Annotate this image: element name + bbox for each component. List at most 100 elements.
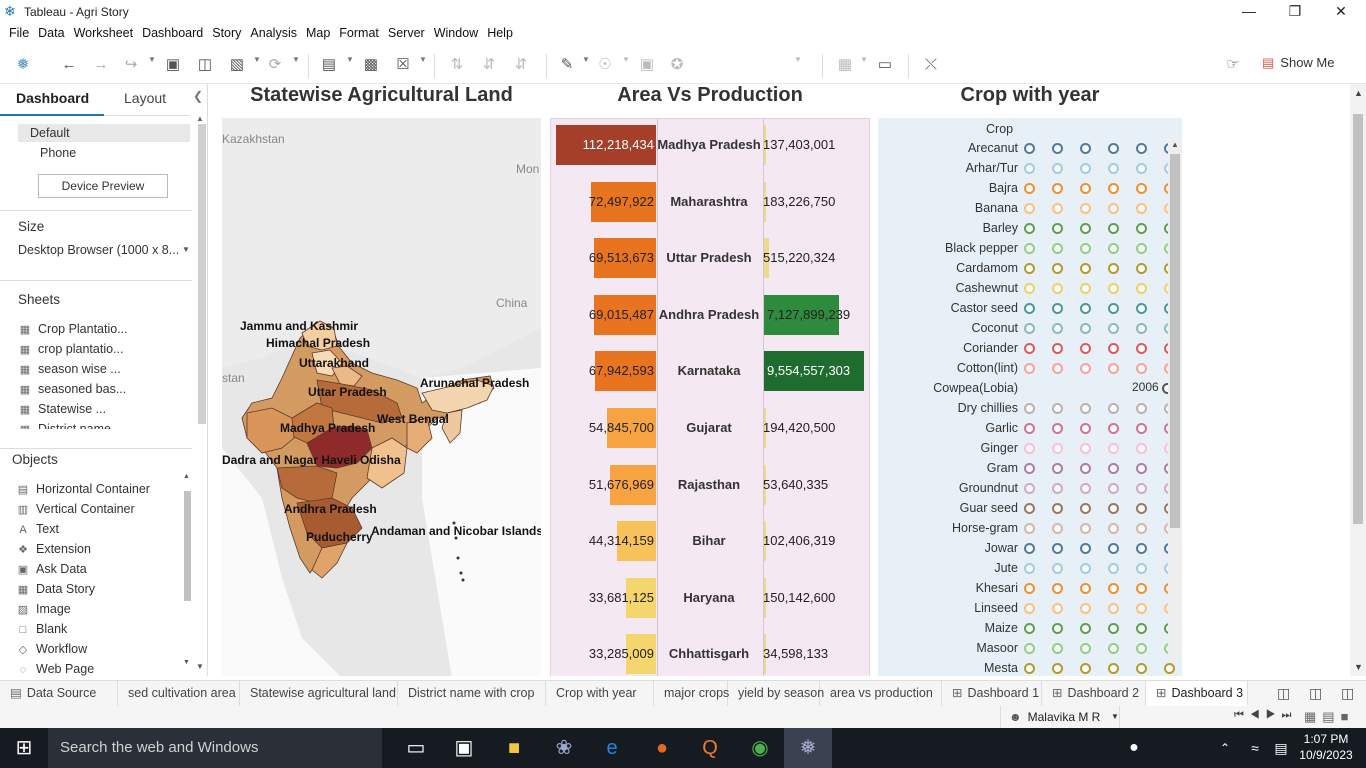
menu-dashboard[interactable]: Dashboard [142, 26, 204, 40]
year-mark[interactable] [1024, 203, 1035, 214]
device-preview-button[interactable]: Device Preview [38, 174, 168, 198]
menu-format[interactable]: Format [339, 26, 379, 40]
qlik-icon[interactable]: Q [702, 737, 718, 759]
year-mark[interactable] [1080, 143, 1091, 154]
new-story-icon[interactable]: ◫ [1341, 685, 1355, 701]
year-mark[interactable] [1108, 463, 1119, 474]
chevron-down-icon[interactable]: ▼ [582, 55, 590, 64]
chevron-down-icon[interactable]: ▼ [253, 55, 261, 64]
object-item[interactable]: ▦ Data Story [16, 579, 182, 599]
production-bar[interactable] [764, 181, 766, 222]
area-vs-production-chart[interactable]: 112,218,434 Madhya Pradesh 137,403,001 72,4… [550, 118, 870, 676]
year-mark[interactable] [1024, 463, 1035, 474]
year-mark[interactable] [1052, 343, 1063, 354]
year-mark[interactable] [1080, 503, 1091, 514]
year-mark[interactable] [1052, 363, 1063, 374]
object-item[interactable]: ◌ Web Page [16, 659, 182, 676]
year-mark[interactable] [1080, 363, 1091, 374]
year-mark[interactable] [1108, 163, 1119, 174]
object-item[interactable]: ❖ Extension [16, 539, 182, 559]
chevron-down-icon[interactable]: ▼ [346, 55, 354, 64]
tableau-home-icon[interactable]: ❅ [16, 56, 30, 73]
chrome-icon[interactable]: ◉ [751, 737, 769, 759]
year-mark[interactable] [1080, 443, 1091, 454]
chevron-down-icon[interactable]: ▼ [1111, 712, 1119, 721]
year-mark[interactable] [1052, 183, 1063, 194]
sort-ascending-icon[interactable]: ⇵ [482, 56, 496, 73]
year-mark[interactable] [1024, 223, 1035, 234]
menu-story[interactable]: Story [212, 26, 242, 40]
year-mark[interactable] [1024, 343, 1035, 354]
year-mark[interactable] [1080, 163, 1091, 174]
year-mark[interactable] [1136, 203, 1147, 214]
production-bar[interactable] [764, 125, 766, 165]
year-mark[interactable] [1136, 583, 1147, 594]
year-mark[interactable] [1108, 283, 1119, 294]
highlight-icon[interactable]: ✎ [560, 56, 574, 73]
new-datasource-icon[interactable]: ◫ [197, 56, 213, 73]
year-mark[interactable] [1080, 263, 1091, 274]
year-mark[interactable] [1024, 643, 1035, 654]
area-bar[interactable] [591, 181, 656, 222]
year-mark[interactable] [1024, 483, 1035, 494]
year-mark[interactable] [1080, 183, 1091, 194]
chevron-down-icon[interactable]: ▼ [419, 55, 427, 64]
year-mark[interactable] [1108, 243, 1119, 254]
sheet-navigation-icons[interactable]: ⏮◀▶⏭ [1234, 709, 1298, 721]
year-mark[interactable] [1108, 523, 1119, 534]
year-mark[interactable] [1108, 503, 1119, 514]
year-mark[interactable] [1108, 643, 1119, 654]
microphone-icon[interactable]: ● [1129, 739, 1139, 756]
area-bar[interactable] [616, 521, 656, 562]
year-mark[interactable] [1080, 423, 1091, 434]
year-mark[interactable] [1024, 563, 1035, 574]
year-mark[interactable] [1024, 423, 1035, 434]
redo-icon[interactable]: → [93, 56, 109, 73]
year-mark[interactable] [1080, 663, 1091, 674]
new-dashboard-icon[interactable]: ◫ [1309, 685, 1323, 701]
year-mark[interactable] [1024, 443, 1035, 454]
year-mark[interactable] [1052, 203, 1063, 214]
year-mark[interactable] [1136, 523, 1147, 534]
share-icon[interactable]: ⤬ [924, 56, 937, 73]
year-mark[interactable] [1024, 503, 1035, 514]
year-mark[interactable] [1136, 443, 1147, 454]
year-mark[interactable] [1136, 543, 1147, 554]
file-explorer-icon[interactable]: ■ [507, 737, 521, 759]
year-mark[interactable] [1108, 663, 1119, 674]
show-cards-icon[interactable]: ▦ [837, 56, 853, 73]
year-mark[interactable] [1108, 303, 1119, 314]
menu-help[interactable]: Help [487, 26, 513, 40]
replay-icon[interactable]: ↪ [124, 56, 138, 73]
object-item[interactable]: A Text [16, 519, 182, 539]
year-mark[interactable] [1136, 663, 1147, 674]
year-mark[interactable] [1052, 243, 1063, 254]
chevron-down-icon[interactable]: ▼ [794, 55, 802, 64]
year-mark[interactable] [1052, 303, 1063, 314]
year-mark[interactable] [1136, 483, 1147, 494]
year-mark[interactable] [1080, 303, 1091, 314]
area-bar[interactable] [594, 294, 656, 335]
menu-server[interactable]: Server [387, 26, 425, 40]
year-mark[interactable] [1024, 543, 1035, 554]
notification-icon[interactable]: ▤ [1274, 740, 1288, 756]
taskbar-clock[interactable]: 1:07 PM 10/9/2023 [1294, 731, 1358, 763]
production-bar[interactable] [764, 521, 766, 562]
tray-chevron-icon[interactable]: ⌃ [1219, 741, 1231, 755]
year-mark[interactable] [1052, 503, 1063, 514]
sheet-tab[interactable]: major crops [654, 681, 729, 706]
area-bar[interactable] [607, 408, 656, 448]
year-mark[interactable] [1024, 523, 1035, 534]
year-mark[interactable] [1052, 643, 1063, 654]
year-mark[interactable] [1136, 223, 1147, 234]
year-mark[interactable] [1136, 503, 1147, 514]
year-mark[interactable] [1024, 583, 1035, 594]
year-mark[interactable] [1136, 363, 1147, 374]
sheet-item[interactable]: ▦ Crop Plantatio... [18, 319, 192, 339]
show-me-button[interactable]: ▤ Show Me [1262, 55, 1335, 70]
view-toggle-icons[interactable]: ▦▤■ [1304, 709, 1355, 724]
year-mark[interactable] [1136, 463, 1147, 474]
year-mark[interactable] [1136, 283, 1147, 294]
windows-start-icon[interactable]: ⊞ [15, 737, 33, 759]
group-icon[interactable]: ☉ [598, 56, 612, 73]
